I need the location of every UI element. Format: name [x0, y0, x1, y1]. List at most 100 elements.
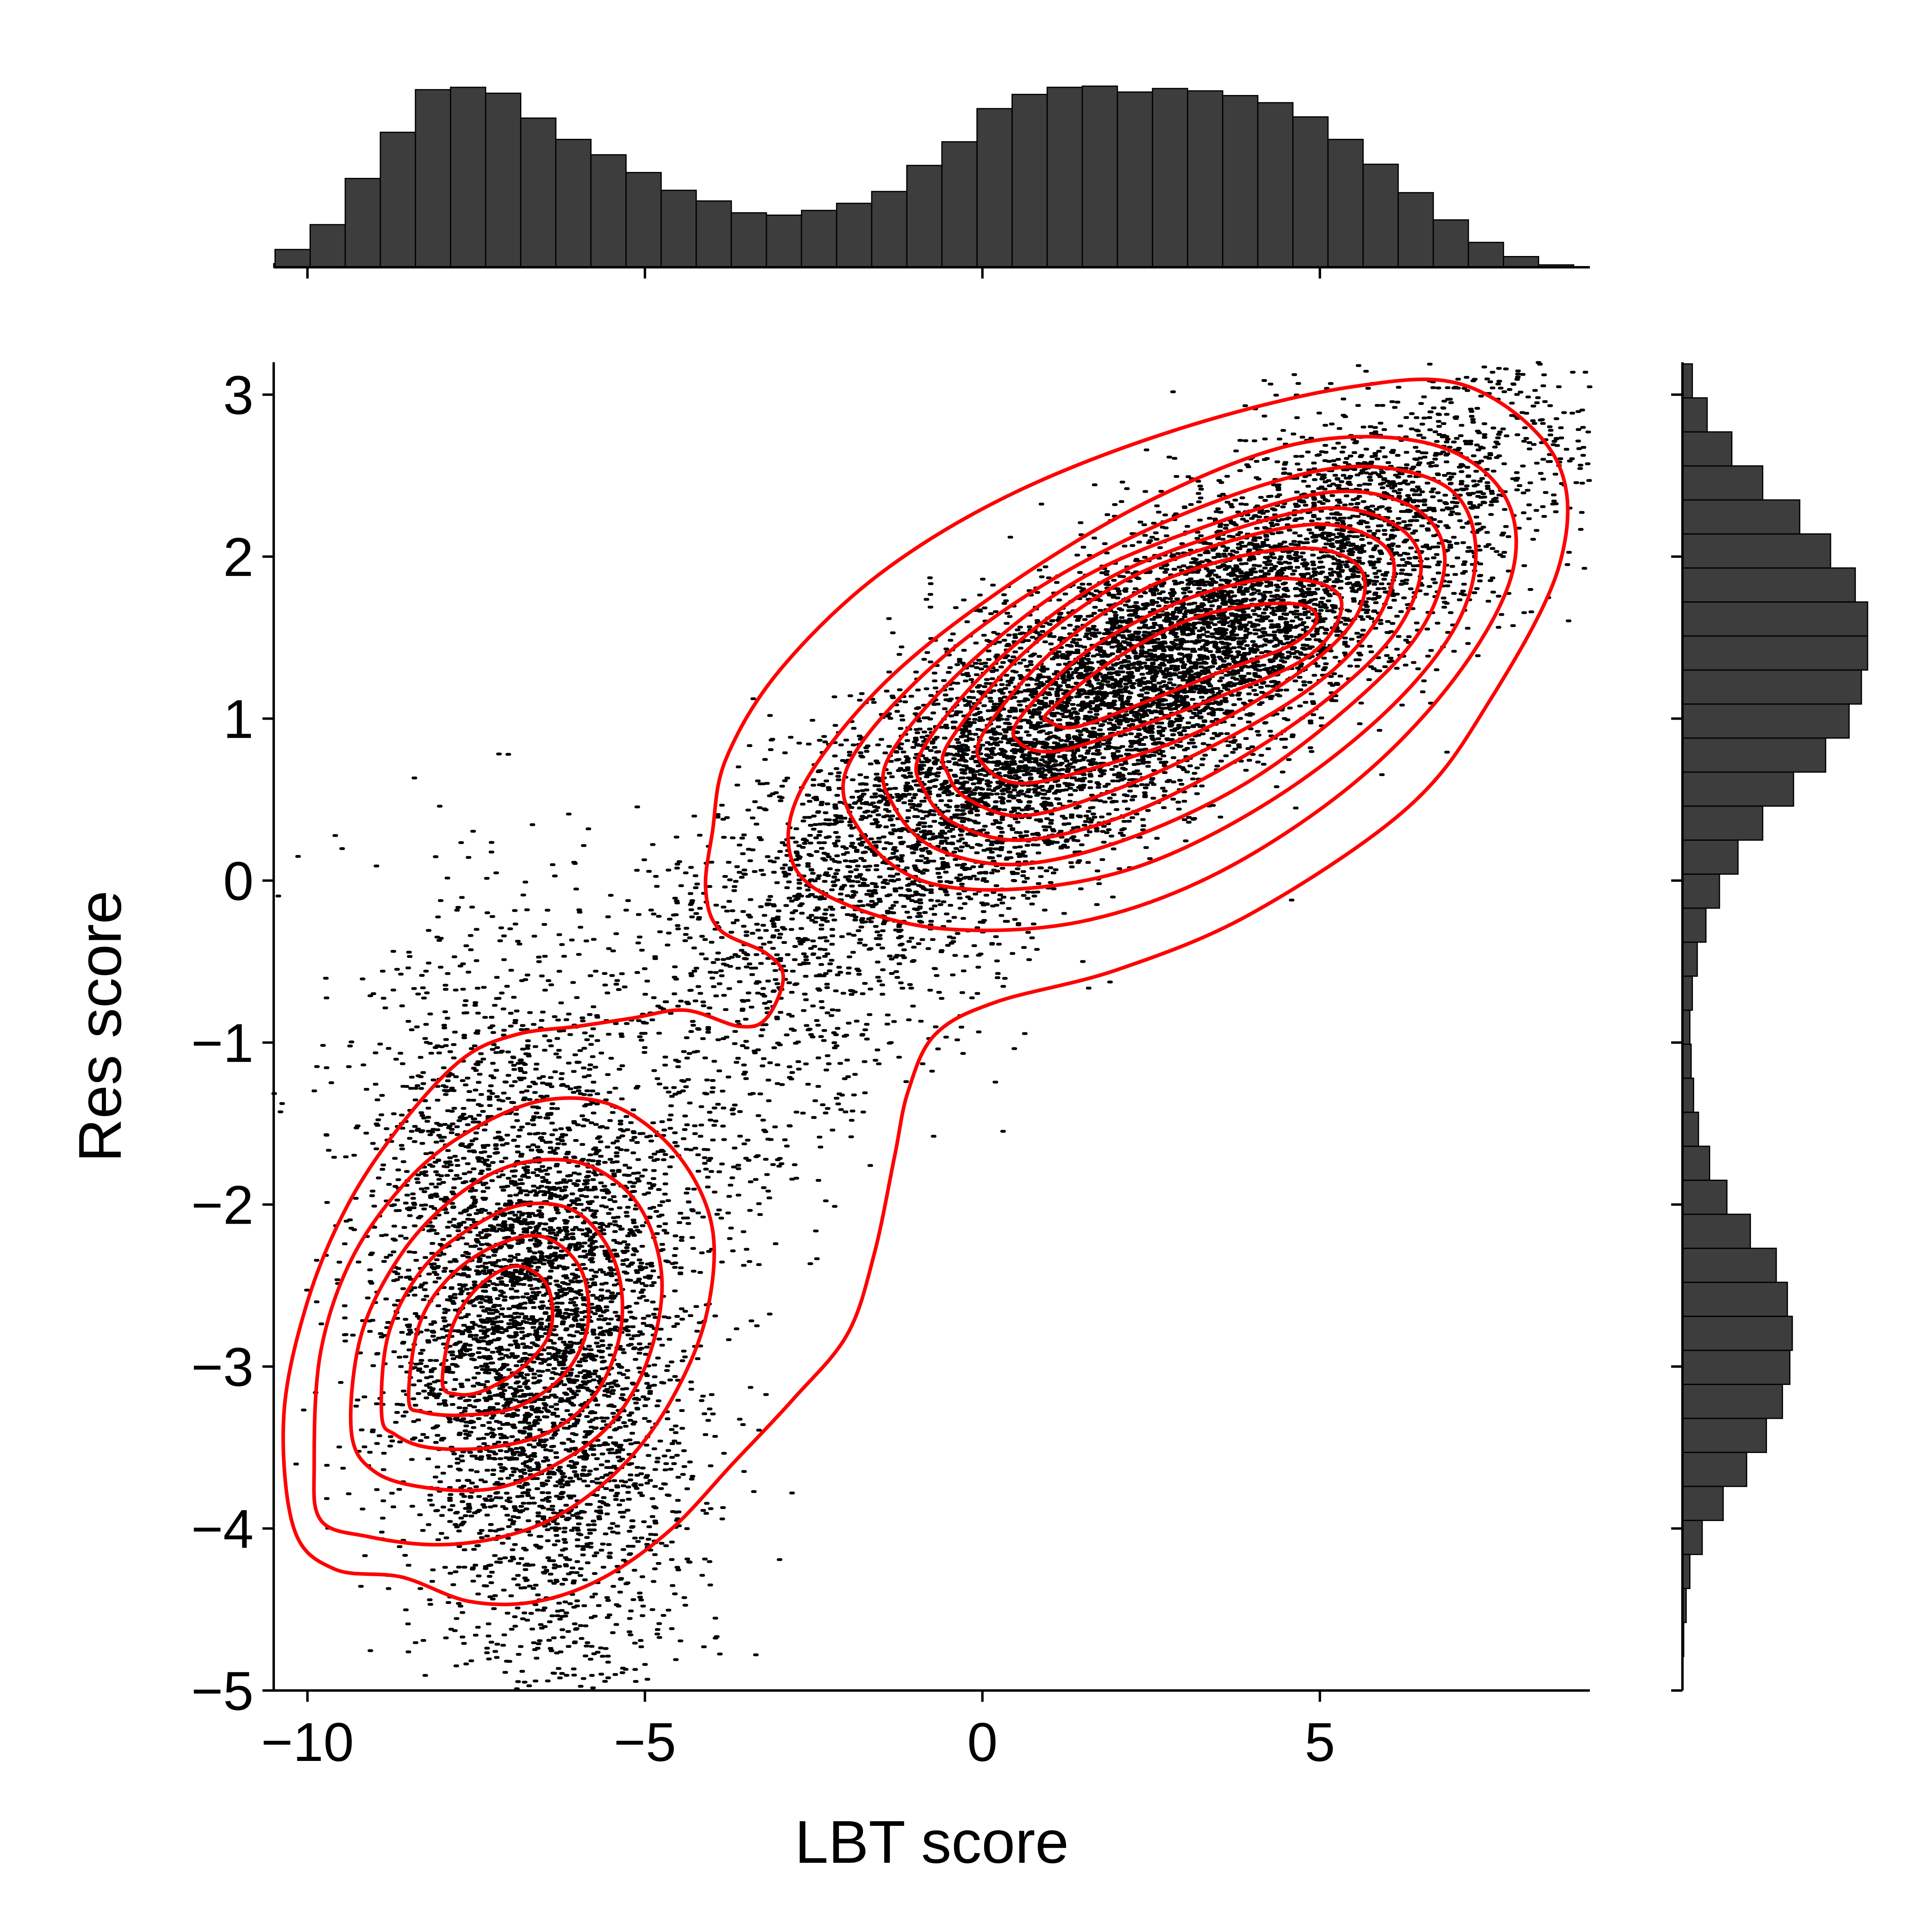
density-contour-level-12: [379, 1201, 624, 1451]
top-histogram-bar: [696, 200, 732, 268]
right-histogram-bar: [1682, 941, 1698, 977]
density-contour-level-8: [1011, 576, 1344, 754]
right-histogram-bar: [1682, 363, 1693, 399]
top-histogram-bar: [1468, 242, 1504, 268]
y-tick-label: −4: [191, 1499, 254, 1560]
x-axis-ticks: −10 −5 0 5: [261, 1690, 1335, 1773]
right-histogram-ticks: [1671, 393, 1682, 1692]
right-histogram-bar: [1682, 1315, 1793, 1351]
right-histogram-bar: [1682, 737, 1827, 773]
top-histogram-bar: [310, 224, 346, 268]
right-histogram-bar: [1682, 1519, 1703, 1555]
y-tick-label: 3: [223, 364, 254, 425]
top-histogram-bar: [766, 215, 802, 268]
top-histogram-bar: [520, 117, 557, 268]
right-histogram-bar: [1682, 907, 1707, 943]
right-histogram-bar: [1682, 669, 1862, 705]
right-histogram-bar: [1682, 703, 1850, 739]
density-contour-level-6: [940, 522, 1396, 818]
top-histogram-bar: [836, 202, 873, 268]
density-contour-level-4: [881, 489, 1447, 867]
top-histogram-bar: [1187, 90, 1224, 268]
right-histogram-bar: [1682, 1214, 1751, 1249]
density-contour-level-10: [312, 1096, 716, 1547]
density-contour-level-7: [975, 546, 1367, 785]
scatter-points: [271, 361, 1593, 1690]
top-histogram-bar: [1397, 192, 1434, 268]
y-axis-ticks: −5 −4 −3 −2 −1 0 1 2 3: [191, 364, 274, 1721]
density-contour-level-3: [841, 464, 1478, 892]
top-histogram-bar: [450, 87, 487, 268]
top-histogram-bar: [1082, 85, 1118, 268]
main-scatter-plot: −10 −5 0 5 −5 −4 −3 −2 −1 0 1 2 3 LBT score Res sco…: [66, 361, 1593, 1876]
right-histogram-bar: [1682, 1247, 1777, 1283]
top-histogram-bar: [731, 212, 767, 268]
x-tick-label: 5: [1305, 1711, 1335, 1773]
right-histogram-bar: [1682, 1383, 1783, 1419]
density-contour-level-9: [1042, 601, 1319, 730]
y-tick-label: 2: [223, 526, 254, 588]
right-histogram-bar: [1682, 771, 1794, 807]
top-histogram-bar: [380, 132, 416, 268]
top-histogram-bar: [871, 191, 908, 268]
top-histogram-ticks: [306, 267, 1321, 279]
top-histogram-bar: [941, 141, 978, 268]
right-histogram-bar: [1682, 975, 1693, 1011]
top-histogram-bar: [1011, 94, 1048, 268]
right-histogram-bar: [1682, 567, 1856, 603]
right-histogram-bar: [1682, 1146, 1710, 1181]
top-histogram-bar: [1046, 87, 1083, 268]
top-histogram-bars: [273, 85, 1575, 268]
right-histogram-bars: [1682, 363, 1868, 1657]
top-histogram-bar: [590, 154, 627, 268]
y-tick-label: −3: [191, 1336, 254, 1397]
right-histogram-bar: [1682, 873, 1720, 909]
right-histogram-bar: [1682, 465, 1763, 501]
y-tick-label: −1: [191, 1012, 254, 1073]
y-tick-label: −5: [191, 1660, 254, 1721]
x-tick-label: −5: [614, 1711, 676, 1773]
top-histogram-bar: [1117, 91, 1153, 268]
right-histogram-bar: [1682, 635, 1868, 671]
right-histogram-bar: [1682, 601, 1868, 637]
right-histogram-bar: [1682, 431, 1733, 467]
top-histogram-bar: [906, 165, 943, 268]
y-axis-label: Res score: [66, 890, 134, 1162]
top-histogram-bar: [1327, 138, 1364, 268]
y-tick-label: 1: [223, 688, 254, 749]
x-axis-label: LBT score: [795, 1808, 1069, 1876]
right-histogram-bar: [1682, 1282, 1788, 1317]
right-histogram-bar: [1682, 839, 1739, 875]
right-histogram-bar: [1682, 1111, 1699, 1147]
top-histogram-bar: [1152, 88, 1189, 268]
right-histogram-bar: [1682, 1179, 1728, 1215]
y-tick-label: −2: [191, 1174, 254, 1236]
right-histogram-bar: [1682, 533, 1831, 569]
density-contour-level-14: [440, 1264, 555, 1397]
right-histogram-bar: [1682, 397, 1708, 433]
right-histogram-bar: [1682, 1077, 1695, 1113]
top-histogram-bar: [625, 172, 662, 268]
top-histogram-bar: [1503, 256, 1540, 268]
top-histogram-bar: [1222, 95, 1259, 268]
density-contour-level-11: [349, 1158, 664, 1492]
top-histogram-bar: [661, 190, 697, 268]
right-histogram-bar: [1682, 499, 1800, 535]
top-histogram-bar: [485, 93, 522, 268]
density-contours: [281, 377, 1570, 1606]
top-marginal-histogram: [273, 85, 1590, 279]
top-histogram-bar: [274, 249, 311, 268]
density-contour-level-5: [914, 506, 1423, 842]
density-contour-level-13: [407, 1234, 591, 1417]
right-histogram-bar: [1682, 805, 1763, 841]
top-histogram-bar: [415, 89, 451, 268]
y-tick-label: 0: [223, 850, 254, 912]
top-histogram-bar: [1257, 102, 1294, 268]
density-contour-level-2: [786, 435, 1518, 933]
right-marginal-histogram: [1671, 362, 1868, 1692]
top-histogram-bar: [1432, 219, 1469, 268]
top-histogram-bar: [976, 108, 1013, 268]
right-histogram-bar: [1682, 1486, 1724, 1521]
top-histogram-bar: [1292, 116, 1329, 268]
